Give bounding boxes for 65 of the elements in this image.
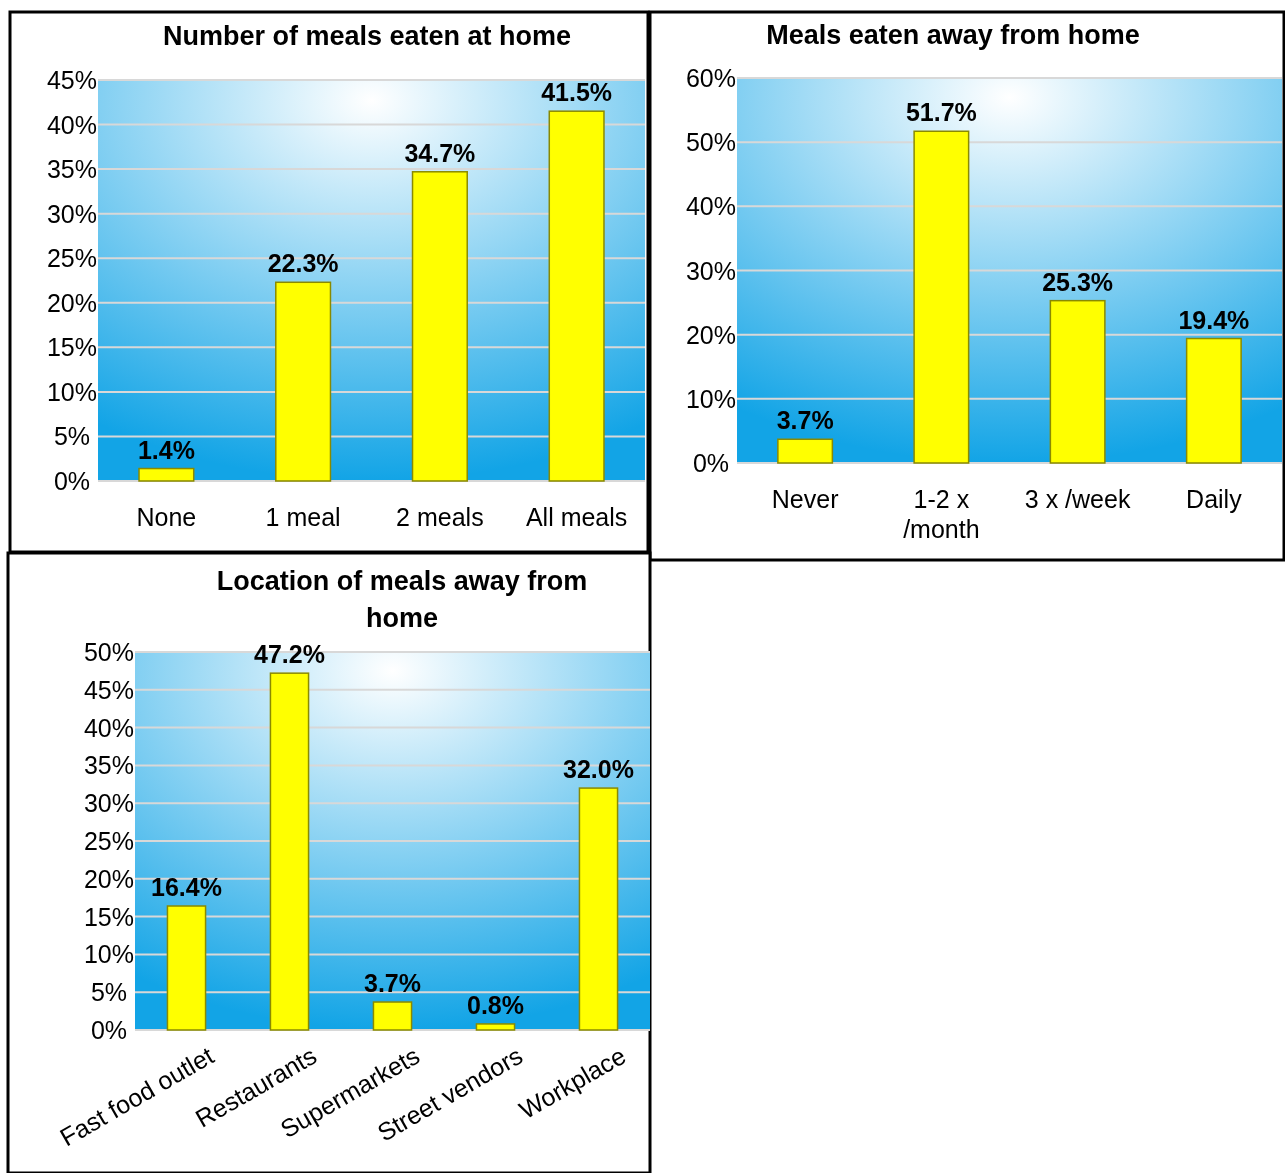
data-label: 32.0% — [563, 755, 634, 784]
y-tick-label: 0% — [53, 467, 91, 495]
bar — [166, 905, 207, 1031]
y-tick-label: 20% — [83, 864, 135, 893]
x-tick-label: Daily — [1186, 485, 1243, 513]
data-label: 0.8% — [467, 990, 524, 1019]
y-tick-label: 30% — [83, 789, 135, 818]
data-label: 16.4% — [151, 873, 222, 902]
y-tick-label: 40% — [685, 192, 737, 221]
y-tick-label: 0% — [90, 1016, 128, 1044]
y-tick-label: 15% — [46, 333, 98, 362]
bar — [372, 1001, 413, 1031]
data-label: 34.7% — [404, 138, 476, 167]
bar — [548, 110, 605, 482]
data-label: 22.3% — [267, 249, 339, 278]
chart-title: Number of meals eaten at home — [162, 21, 572, 51]
x-tick-label: 2 meals — [396, 503, 484, 531]
y-tick-label: 5% — [90, 978, 128, 1007]
y-tick-label: 10% — [685, 384, 737, 413]
y-tick-label: 45% — [83, 675, 135, 704]
x-tick-label: 1 meal — [265, 503, 341, 531]
chart-title: Location of meals away from home — [216, 566, 588, 633]
x-tick-label: None — [136, 503, 197, 531]
x-tick-label: Never — [771, 485, 839, 513]
y-tick-label: 0% — [692, 449, 730, 477]
bar — [269, 672, 310, 1031]
y-tick-label: 20% — [46, 288, 98, 317]
data-label: 47.2% — [254, 640, 325, 669]
y-tick-label: 10% — [46, 377, 98, 406]
y-tick-label: 35% — [46, 155, 98, 184]
chart-title: Meals eaten away from home — [766, 20, 1140, 50]
x-tick-label: 3 x /week — [1024, 485, 1131, 513]
bar — [1185, 337, 1242, 464]
y-tick-label: 60% — [685, 64, 737, 92]
bar — [913, 130, 970, 464]
data-label: 3.7% — [776, 406, 834, 435]
bar — [1049, 299, 1106, 464]
y-tick-label: 10% — [83, 940, 135, 969]
y-tick-label: 15% — [83, 902, 135, 931]
data-label: 1.4% — [137, 435, 195, 464]
bar — [777, 438, 834, 464]
y-tick-label: 50% — [83, 638, 135, 666]
y-tick-label: 25% — [83, 827, 135, 855]
bar — [475, 1023, 516, 1031]
y-tick-label: 30% — [46, 199, 98, 228]
y-tick-label: 20% — [685, 320, 737, 349]
y-tick-label: 30% — [685, 256, 737, 285]
bar — [275, 281, 332, 482]
x-tick-label: 1-2 x /month — [903, 485, 980, 543]
data-label: 41.5% — [541, 78, 613, 107]
y-tick-label: 35% — [83, 751, 135, 780]
data-label: 51.7% — [905, 98, 977, 127]
bar — [578, 787, 619, 1031]
bar — [411, 171, 468, 482]
data-label: 19.4% — [1178, 305, 1250, 334]
y-tick-label: 40% — [83, 713, 135, 742]
x-tick-label: All meals — [525, 503, 628, 531]
y-tick-label: 40% — [46, 110, 98, 139]
y-tick-label: 45% — [46, 66, 98, 94]
data-label: 3.7% — [364, 969, 421, 998]
y-tick-label: 50% — [685, 128, 737, 157]
data-label: 25.3% — [1042, 267, 1114, 296]
y-tick-label: 25% — [46, 244, 98, 273]
y-tick-label: 5% — [53, 422, 91, 451]
bar — [138, 467, 195, 482]
